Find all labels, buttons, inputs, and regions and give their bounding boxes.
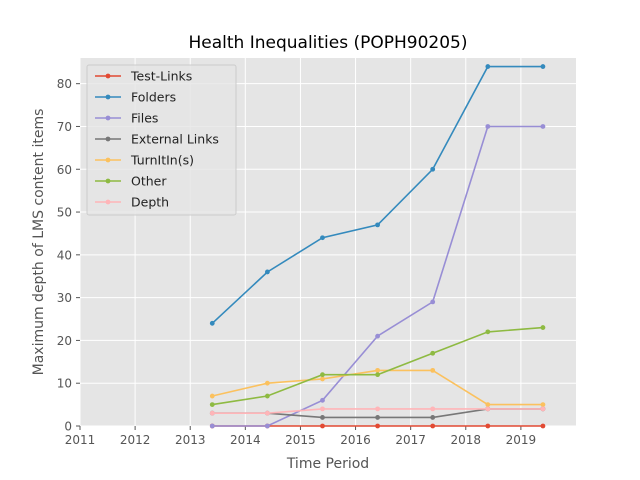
- data-point-files: [430, 299, 436, 305]
- legend-marker-depth: [105, 199, 111, 205]
- y-tick-label: 80: [57, 77, 72, 91]
- y-tick-label: 50: [57, 206, 72, 220]
- data-point-depth: [485, 406, 491, 412]
- legend-label-external-links: External Links: [131, 132, 219, 147]
- legend-marker-folders: [105, 94, 111, 100]
- data-point-files: [264, 423, 270, 429]
- series-group: [209, 64, 546, 429]
- data-point-other: [375, 372, 380, 378]
- data-point-folders: [320, 235, 325, 241]
- chart-title: Health Inequalities (POPH90205): [188, 33, 467, 53]
- series-turnitin-s: [209, 367, 546, 408]
- data-point-test-links: [375, 423, 380, 429]
- data-point-turnitin-s: [320, 376, 325, 382]
- legend-marker-external-links: [105, 136, 111, 142]
- data-point-depth: [320, 406, 325, 412]
- y-tick-label: 30: [57, 291, 72, 305]
- x-tick-label: 2011: [65, 433, 96, 447]
- legend-box: [86, 64, 237, 216]
- x-tick-label: 2012: [120, 433, 151, 447]
- y-tick-label: 0: [64, 420, 72, 434]
- data-point-test-links: [485, 423, 491, 429]
- series-other: [209, 325, 546, 408]
- data-point-turnitin-s: [209, 393, 215, 399]
- data-point-turnitin-s: [540, 402, 546, 408]
- data-point-files: [485, 124, 491, 129]
- y-axis-ticks: 0 10 20 30 40 50 60 70 80: [57, 77, 80, 434]
- data-point-other: [264, 393, 270, 399]
- x-tick-label: 2016: [340, 433, 371, 447]
- data-point-folders: [485, 64, 491, 69]
- data-point-turnitin-s: [264, 380, 270, 386]
- data-point-depth: [264, 410, 270, 416]
- data-point-depth: [540, 406, 546, 412]
- data-point-other: [430, 350, 436, 356]
- data-point-depth: [209, 410, 215, 416]
- x-tick-label: 2017: [395, 433, 426, 447]
- y-tick-label: 70: [57, 120, 72, 134]
- x-axis-ticks: 2011 2012 2013 2014 2015 2016 2017 2018 2019: [65, 426, 536, 447]
- data-point-folders: [209, 320, 215, 326]
- y-tick-label: 60: [57, 163, 72, 177]
- data-point-test-links: [320, 423, 325, 429]
- legend-label-folders: Folders: [131, 90, 176, 105]
- legend-marker-turnitin-s: [105, 157, 111, 163]
- data-point-external-links: [375, 415, 380, 420]
- x-axis-label: Time Period: [286, 456, 369, 472]
- legend-label-turnitin-s: TurnItIn(s): [130, 153, 194, 168]
- x-tick-label: 2013: [175, 433, 206, 447]
- data-point-other: [209, 402, 215, 408]
- y-tick-label: 40: [57, 248, 72, 262]
- x-tick-label: 2018: [451, 433, 482, 447]
- data-point-turnitin-s: [485, 402, 491, 408]
- data-point-folders: [430, 166, 436, 172]
- legend-label-depth: Depth: [131, 195, 169, 210]
- x-tick-label: 2014: [230, 433, 261, 447]
- data-point-test-links: [430, 423, 436, 429]
- data-point-files: [320, 397, 325, 403]
- data-point-folders: [540, 64, 546, 69]
- data-point-files: [540, 124, 546, 129]
- legend-marker-files: [105, 115, 111, 121]
- legend-label-test-links: Test-Links: [130, 69, 192, 84]
- x-tick-label: 2015: [285, 433, 316, 447]
- data-point-other: [540, 325, 546, 330]
- y-axis-label: Maximum depth of LMS content items: [31, 109, 47, 376]
- x-tick-label: 2019: [506, 433, 537, 447]
- legend-label-files: Files: [131, 111, 158, 126]
- series-depth: [209, 406, 546, 416]
- legend-label-other: Other: [131, 174, 167, 189]
- legend: Test-Links Folders Files External Links Turn…: [86, 64, 237, 216]
- data-point-depth: [375, 406, 380, 412]
- data-point-folders: [264, 269, 270, 275]
- data-point-turnitin-s: [375, 367, 380, 373]
- data-point-external-links: [430, 415, 436, 420]
- series-files: [209, 124, 546, 429]
- data-point-external-links: [320, 415, 325, 420]
- legend-marker-other: [105, 178, 111, 184]
- data-point-turnitin-s: [430, 367, 436, 373]
- series-folders: [209, 64, 546, 326]
- data-point-other: [320, 372, 325, 378]
- data-point-test-links: [540, 423, 546, 429]
- legend-marker-test-links: [105, 73, 111, 79]
- data-point-files: [209, 423, 215, 429]
- y-tick-label: 20: [57, 334, 72, 348]
- y-tick-label: 10: [57, 377, 72, 391]
- data-point-folders: [375, 222, 380, 228]
- data-point-files: [375, 333, 380, 339]
- data-point-other: [485, 329, 491, 335]
- data-point-depth: [430, 406, 436, 412]
